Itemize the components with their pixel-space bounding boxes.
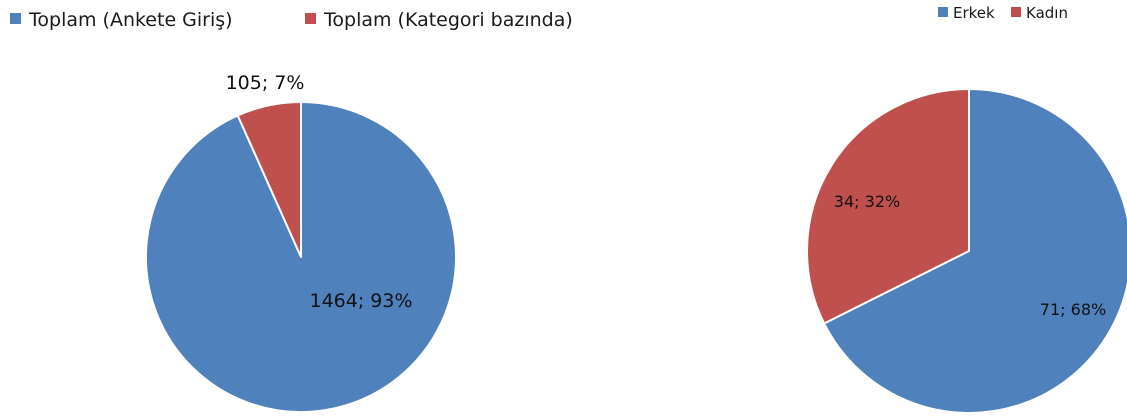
data-label-1: 34; 32%: [834, 192, 900, 211]
legend-gender: Erkek Kadın: [938, 4, 1068, 22]
pie-slice-1: [236, 101, 302, 258]
data-label-1: 105; 7%: [226, 72, 305, 94]
data-label-0: 1464; 93%: [309, 290, 412, 312]
pie-chart-entries: Toplam (Ankete Giriş) Toplam (Kategori b…: [10, 9, 573, 413]
legend-entries: Toplam (Ankete Giriş) Toplam (Kategori b…: [10, 9, 573, 31]
data-label-0: 71; 68%: [1040, 300, 1106, 319]
pie-slice-0: [823, 88, 1127, 414]
legend-label-1: Toplam (Kategori bazında): [323, 9, 573, 31]
legend-swatch-0: [10, 13, 21, 24]
pie-slice-1: [806, 88, 970, 325]
legend-label-0: Toplam (Ankete Giriş): [28, 9, 233, 31]
legend-label-1: Kadın: [1026, 4, 1068, 22]
legend-swatch-0: [938, 7, 948, 17]
legend-swatch-1: [1011, 7, 1021, 17]
pie-slices: [145, 101, 457, 413]
pie-chart-gender: Erkek Kadın 71; 68% 34; 32%: [806, 4, 1127, 414]
legend-swatch-1: [305, 13, 316, 24]
pie-slices: [806, 88, 1127, 414]
legend-label-0: Erkek: [953, 4, 995, 22]
